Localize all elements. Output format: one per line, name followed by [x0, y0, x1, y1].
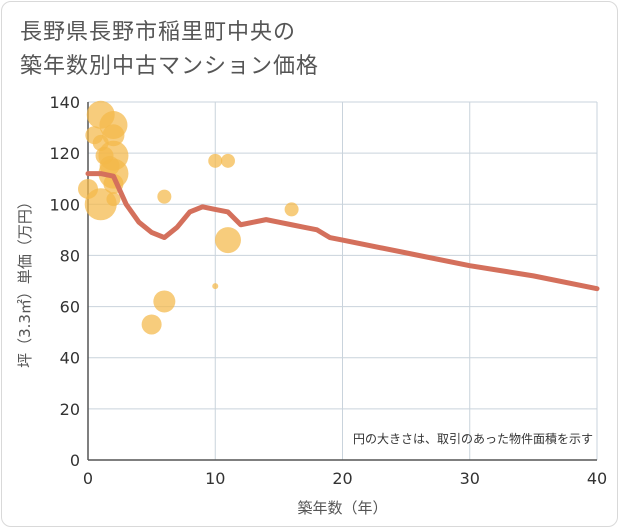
bubble-point [214, 227, 241, 254]
line-layer [85, 171, 600, 292]
size-note: 円の大きさは、取引のあった物件面積を示す [353, 431, 593, 446]
chart-title-line1: 長野県長野市稲里町中央の [20, 20, 297, 45]
x-axis-label: 築年数（年） [297, 499, 387, 517]
bubble-point [220, 153, 235, 168]
y-tick-label: 40 [60, 349, 80, 368]
grid-lines [87, 101, 598, 461]
y-axis-label: 坪（3.3㎡）単価（万円） [16, 194, 34, 368]
bubble-point [102, 124, 125, 147]
bubble-point [153, 290, 176, 313]
bubble-layer [78, 100, 299, 335]
x-tick-label: 10 [205, 469, 225, 488]
x-tick-label: 0 [83, 469, 93, 488]
x-tick-label: 20 [332, 469, 352, 488]
chart-title: 長野県長野市稲里町中央の 築年数別中古マンション価格 [20, 16, 319, 84]
y-tick-label: 20 [60, 400, 80, 419]
x-tick-label: 30 [460, 469, 480, 488]
y-tick-label: 100 [49, 195, 80, 214]
y-tick-labels: 0 20 40 60 80 100 120 140 [49, 93, 80, 470]
y-tick-label: 60 [60, 298, 80, 317]
chart-title-line2: 築年数別中古マンション価格 [20, 54, 320, 79]
bubble-point [208, 153, 223, 168]
y-tick-label: 80 [60, 246, 80, 265]
y-tick-label: 0 [70, 451, 80, 470]
bubble-point [141, 314, 162, 335]
y-tick-label: 140 [49, 93, 80, 112]
x-tick-labels: 0 10 20 30 40 [83, 469, 607, 488]
bubble-point [157, 189, 172, 204]
bubble-point [212, 283, 219, 290]
x-tick-label: 40 [587, 469, 607, 488]
bubble-point [284, 202, 299, 217]
average-price-line [85, 171, 600, 292]
bubble-point [106, 192, 121, 207]
y-tick-label: 120 [49, 144, 80, 163]
